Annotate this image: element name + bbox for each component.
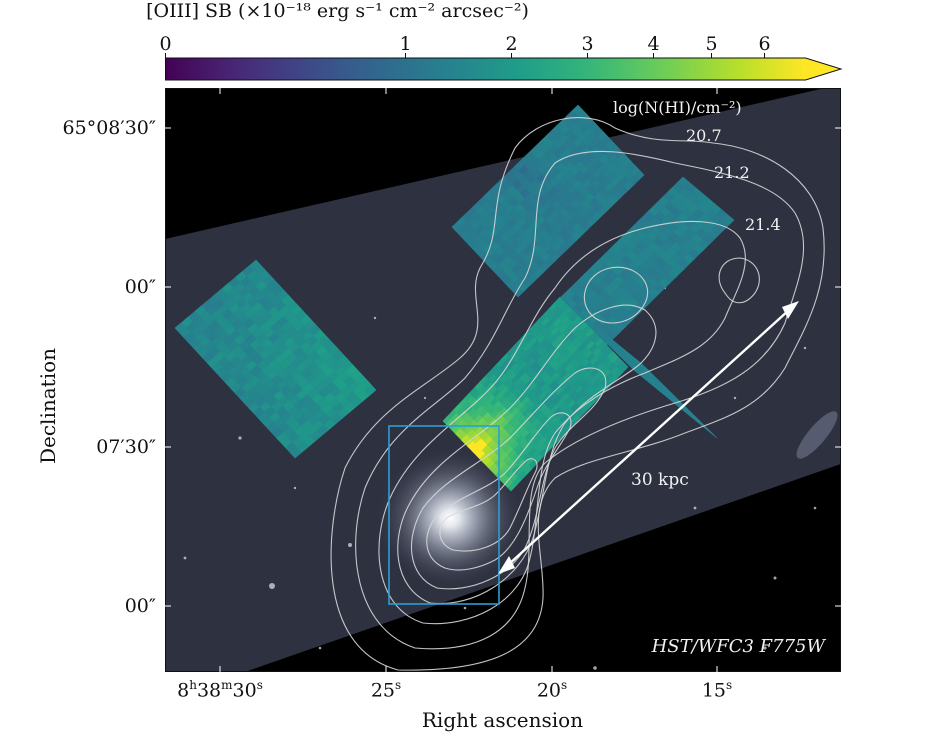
- background-galaxy: [796, 411, 838, 459]
- hi-contour: [330, 117, 825, 671]
- background-star: [373, 316, 377, 320]
- contour-level-label: 21.2: [714, 163, 750, 182]
- scale-bar-label: 30 kpc: [631, 470, 689, 490]
- central-galaxy: [375, 446, 525, 590]
- colorbar-title: [OIII] SB (×10⁻¹⁸ erg s⁻¹ cm⁻² arcsec⁻²): [146, 0, 529, 22]
- hi-contour: [583, 266, 649, 324]
- colorbar-tick-label: 6: [758, 33, 770, 55]
- background-star: [693, 506, 697, 510]
- axes-frame: [165, 88, 841, 672]
- background-star: [318, 646, 322, 650]
- background-star: [813, 506, 817, 510]
- chip-gap: [245, 464, 841, 672]
- oiii-cube-lower: [442, 296, 629, 492]
- hi-contour: [411, 367, 607, 590]
- x-tick-label: 25s: [370, 678, 402, 702]
- background-star: [803, 346, 807, 350]
- image-label: HST/WFC3 F775W: [651, 636, 827, 657]
- x-tick-label: 8h38m30s: [177, 678, 263, 702]
- background-star: [763, 646, 767, 650]
- background-star: [348, 543, 352, 547]
- colorbar-tick-label: 0: [159, 33, 171, 55]
- colorbar-tick-label: 2: [505, 33, 517, 55]
- colorbar-tick-label: 1: [399, 33, 411, 55]
- sky-image-panel: log(N(HI)/cm⁻²) 20.7 21.2 21.4 30 kpc HST/WFC…: [165, 88, 841, 672]
- hi-contour: [718, 257, 760, 304]
- y-tick-label: 00″: [124, 276, 156, 298]
- background-star: [183, 556, 187, 560]
- colorbar-extend-arrow: [805, 58, 841, 80]
- oiii-cube-lower-b: [559, 296, 718, 439]
- background-star: [269, 583, 275, 589]
- colorbar-gradient: [165, 58, 806, 80]
- hi-contour: [397, 304, 657, 605]
- hst-cutout-box: [388, 425, 500, 605]
- y-axis-label: Declination: [36, 347, 60, 465]
- hi-contour: [439, 458, 538, 552]
- image-content: [165, 88, 841, 672]
- colorbar-tick-label: 5: [705, 33, 717, 55]
- y-tick-label: 00″: [124, 595, 156, 617]
- background-star: [773, 576, 777, 580]
- colorbar-ticks-layer: 0 1 2 3 4 5 6: [159, 33, 771, 58]
- hi-contour: [355, 150, 805, 650]
- colorbar-outline: [165, 57, 843, 81]
- contour-level-label: 21.4: [745, 215, 781, 234]
- hi-contour: [426, 412, 572, 571]
- background-star: [423, 396, 427, 400]
- background-star: [593, 666, 597, 670]
- colorbar-tick-label: 3: [581, 33, 593, 55]
- x-axis-label: Right ascension: [421, 708, 584, 732]
- background-star: [733, 396, 737, 400]
- oiii-cube-left: [174, 259, 377, 459]
- y-tick-label: 65°08′30″: [62, 117, 156, 139]
- x-tick-label: 20s: [536, 678, 568, 702]
- x-tick-label: 15s: [701, 678, 733, 702]
- y-tick-label: 07′30″: [96, 436, 156, 458]
- colorbar-tick-label: 4: [647, 33, 659, 55]
- scale-bar-arrow: [498, 301, 799, 574]
- background-star: [293, 486, 297, 490]
- hi-contour: [378, 220, 746, 625]
- background-star: [463, 606, 467, 610]
- contour-level-label: 20.7: [686, 126, 722, 145]
- colorbar: [165, 57, 843, 81]
- hi-column-density-label: log(N(HI)/cm⁻²): [613, 98, 742, 117]
- background-star: [238, 436, 242, 440]
- oiii-cube-upper: [451, 104, 645, 298]
